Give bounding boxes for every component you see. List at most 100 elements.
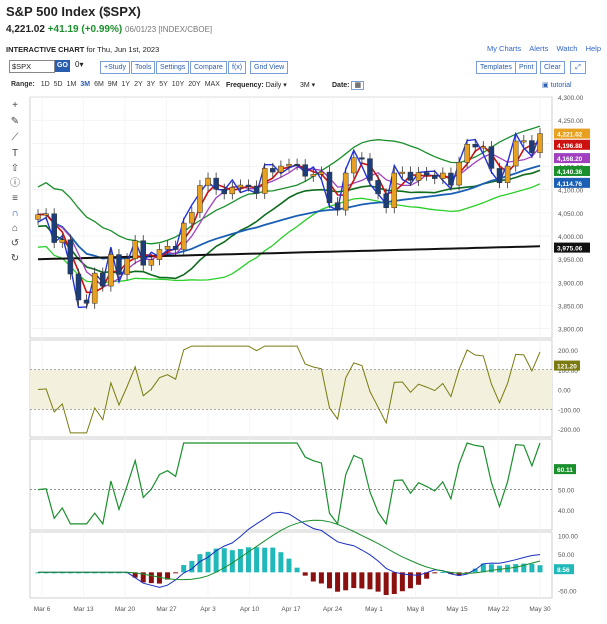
candle-body xyxy=(180,222,187,250)
price-label-box xyxy=(554,139,590,150)
macd-hist-bar xyxy=(335,572,341,592)
range-9m[interactable]: 9M xyxy=(107,81,118,88)
range-6m[interactable]: 6M xyxy=(94,81,104,88)
measure-icon[interactable]: ⟋ xyxy=(11,132,19,143)
study-button[interactable]: +Study xyxy=(100,61,130,74)
magnet-icon[interactable]: ∩ xyxy=(11,208,19,219)
candle-body xyxy=(67,239,74,275)
range-1m[interactable]: 1M xyxy=(66,81,77,88)
candle-body xyxy=(488,146,495,169)
rsi-label-box xyxy=(554,464,576,475)
price-tick-label: 3,800.00 xyxy=(558,327,584,334)
macd-hist-bar xyxy=(229,550,235,573)
compare-button[interactable]: Compare xyxy=(190,61,227,74)
macd-hist-bar xyxy=(205,551,211,573)
macd-hist-bar xyxy=(246,547,252,573)
help-link[interactable]: Help xyxy=(585,44,601,53)
range-5d[interactable]: 5D xyxy=(53,81,63,88)
cci-tick-label: -200.00 xyxy=(558,427,580,434)
undo-icon[interactable]: ↺ xyxy=(10,238,20,249)
watch-link[interactable]: Watch xyxy=(556,44,578,53)
candle-body xyxy=(197,185,203,213)
macd-hist-bar xyxy=(75,572,81,574)
range-1y[interactable]: 1Y xyxy=(121,81,131,88)
info-icon[interactable]: ⓘ xyxy=(10,178,20,189)
clear-button[interactable]: Clear xyxy=(540,61,565,74)
symbol-input[interactable]: $SPX xyxy=(9,60,55,73)
macd-label-text: 8.56 xyxy=(557,567,570,574)
candle-body xyxy=(140,240,147,266)
print-button[interactable]: Print xyxy=(515,61,538,74)
macd-hist-bar xyxy=(367,572,373,590)
candle-body xyxy=(351,157,357,174)
range-10y[interactable]: 10Y xyxy=(171,81,185,88)
macd-hist-bar xyxy=(513,564,519,573)
lines-icon[interactable]: ≡ xyxy=(12,193,18,204)
calendar-icon[interactable]: ▦ xyxy=(351,81,365,90)
macd-hist-bar xyxy=(359,572,365,589)
candle-body xyxy=(310,174,317,177)
settings-button[interactable]: Settings xyxy=(156,61,190,74)
cci-label-box xyxy=(554,360,580,371)
macd-hist-bar xyxy=(286,558,292,573)
x-tick-label: Apr 10 xyxy=(240,606,260,613)
range-selector: Range: 1D 5D 1M 3M 6M 9M 1Y 2Y 3Y 5Y 10Y 20Y MAX xyxy=(11,81,228,88)
candle-body xyxy=(100,272,106,287)
frequency-selector[interactable]: Frequency: Daily ▾ xyxy=(226,82,287,89)
price-label-text: 4,196.88 xyxy=(557,143,583,150)
candle-body xyxy=(148,259,155,266)
price-label-text: 4,140.36 xyxy=(557,169,583,176)
macd-hist-bar xyxy=(116,572,122,574)
x-tick-label: May 15 xyxy=(446,606,468,613)
tutorial-label[interactable]: tutorial xyxy=(550,82,572,89)
period-dropdown[interactable]: 3M ▾ xyxy=(300,82,316,89)
arrow-icon[interactable]: ⇧ xyxy=(10,163,20,174)
page-title: S&P 500 Index ($SPX) xyxy=(6,4,141,19)
range-5y[interactable]: 5Y xyxy=(159,81,168,88)
grid-view-button[interactable]: Grid View xyxy=(250,61,289,74)
cci-tick-label: 200.00 xyxy=(558,348,578,355)
candle-body xyxy=(221,188,227,195)
go-button[interactable]: GO xyxy=(55,60,70,72)
date-selector[interactable]: Date: ▦ xyxy=(332,81,365,90)
range-max[interactable]: MAX xyxy=(204,81,220,88)
range-1d[interactable]: 1D xyxy=(40,81,50,88)
crosshair-icon[interactable]: + xyxy=(12,100,18,111)
x-tick-label: Apr 3 xyxy=(200,606,216,613)
candle-body xyxy=(108,254,114,287)
tools-button[interactable]: Tools xyxy=(131,61,156,74)
text-icon[interactable]: T xyxy=(11,148,19,159)
macd-hist-bar xyxy=(480,563,486,573)
redo-icon[interactable]: ↻ xyxy=(10,253,20,264)
period-value[interactable]: 3M xyxy=(300,82,310,89)
macd-hist-bar xyxy=(310,572,316,582)
fx-button[interactable]: f(x) xyxy=(228,61,247,74)
range-20y[interactable]: 20Y xyxy=(188,81,201,88)
alerts-link[interactable]: Alerts xyxy=(529,44,549,53)
candle-body xyxy=(480,146,487,149)
macd-hist-bar xyxy=(148,572,154,584)
expand-icon[interactable]: ⤢ xyxy=(570,61,586,74)
range-3m[interactable]: 3M xyxy=(80,81,91,88)
tutorial-link[interactable]: ▣ tutorial xyxy=(542,82,572,89)
range-2y[interactable]: 2Y xyxy=(134,81,143,88)
cci-label-text: 121.20 xyxy=(557,364,577,371)
candle-body xyxy=(116,254,122,275)
x-tick-label: May 22 xyxy=(488,606,510,613)
candle-body xyxy=(415,172,422,181)
macd-hist-bar xyxy=(302,572,308,576)
candle-body xyxy=(431,175,438,179)
x-tick-label: Mar 20 xyxy=(115,606,136,613)
macd-hist-bar xyxy=(448,572,454,574)
price-tick-label: 3,950.00 xyxy=(558,257,584,264)
lock-icon[interactable]: ⌂ xyxy=(11,223,19,234)
macd-label-box xyxy=(554,564,574,575)
top-links: My Charts Alerts Watch Help xyxy=(481,44,601,53)
pencil-icon[interactable]: ✎ xyxy=(10,116,20,127)
range-3y[interactable]: 3Y xyxy=(146,81,156,88)
frequency-value[interactable]: Daily xyxy=(265,82,282,89)
my-charts-link[interactable]: My Charts xyxy=(486,44,522,53)
x-tick-label: Mar 13 xyxy=(73,606,94,613)
bar-type-dropdown[interactable]: 0▾ xyxy=(75,60,84,69)
